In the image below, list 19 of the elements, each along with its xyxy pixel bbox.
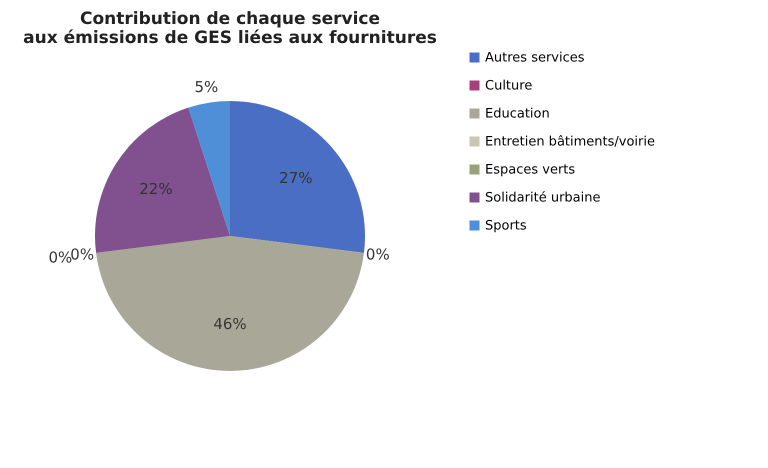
pie-slice bbox=[95, 108, 230, 253]
data-label: 22% bbox=[139, 180, 173, 198]
text: 0% bbox=[366, 246, 390, 264]
data-label: 27% bbox=[279, 168, 312, 187]
legend-label: Espaces verts bbox=[485, 162, 576, 178]
legend-label: Solidarité urbaine bbox=[485, 190, 600, 206]
pie-slice bbox=[96, 236, 364, 371]
data-label: 5% bbox=[194, 78, 218, 96]
legend-label: Sports bbox=[485, 218, 527, 234]
chart-title: Contribution de chaque service aux émissions de GES liées aux fournitures bbox=[23, 9, 437, 48]
pie-slice bbox=[188, 101, 230, 236]
legend-label: Education bbox=[485, 106, 550, 122]
text: 0% bbox=[48, 248, 72, 266]
legend-label: Culture bbox=[485, 78, 532, 94]
pie-slice bbox=[230, 101, 365, 253]
legend-label: Entretien bâtiments/voirie bbox=[485, 134, 655, 150]
data-label: 46% bbox=[213, 314, 247, 333]
text: 0% bbox=[70, 246, 94, 264]
legend-label: Autres services bbox=[485, 50, 585, 66]
